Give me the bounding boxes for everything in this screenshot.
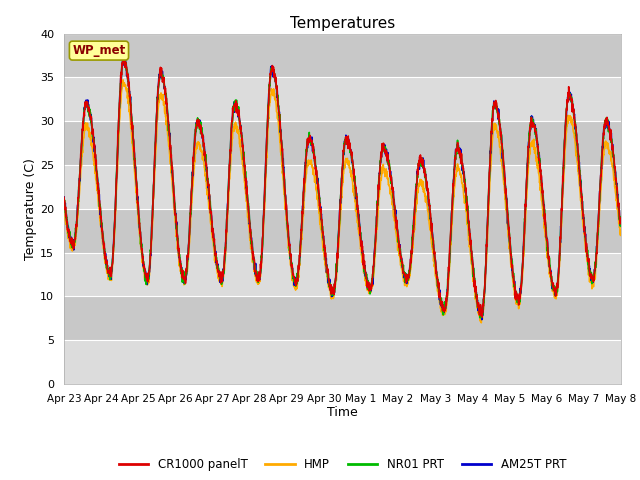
Text: WP_met: WP_met xyxy=(72,44,125,57)
X-axis label: Time: Time xyxy=(327,407,358,420)
Bar xyxy=(64,165,621,209)
Bar xyxy=(64,209,621,252)
Legend: CR1000 panelT, HMP, NR01 PRT, AM25T PRT: CR1000 panelT, HMP, NR01 PRT, AM25T PRT xyxy=(114,454,571,476)
Bar xyxy=(64,340,621,384)
Bar xyxy=(64,34,621,77)
Bar xyxy=(64,77,621,121)
Y-axis label: Temperature (C): Temperature (C) xyxy=(24,158,37,260)
Bar xyxy=(64,296,621,340)
Bar xyxy=(64,121,621,165)
Bar xyxy=(64,252,621,296)
Title: Temperatures: Temperatures xyxy=(290,16,395,31)
